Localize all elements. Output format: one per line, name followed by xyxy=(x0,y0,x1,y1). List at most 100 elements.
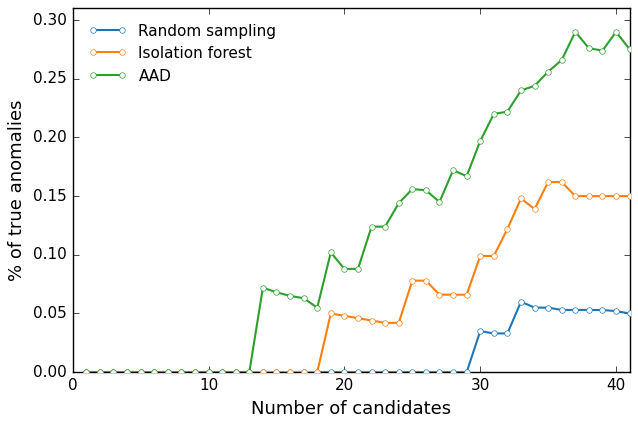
Isolation forest xyxy=(382,320,389,325)
Random sampling xyxy=(272,370,280,375)
Random sampling xyxy=(517,299,525,304)
Line: Random sampling: Random sampling xyxy=(84,299,632,375)
AAD xyxy=(572,29,579,35)
Isolation forest xyxy=(259,370,267,375)
AAD xyxy=(96,370,104,375)
Isolation forest xyxy=(585,193,593,199)
AAD xyxy=(626,47,634,52)
AAD xyxy=(151,370,158,375)
AAD xyxy=(422,188,430,193)
Random sampling xyxy=(503,331,511,336)
Isolation forest xyxy=(191,370,199,375)
Random sampling xyxy=(490,331,498,336)
Isolation forest xyxy=(300,370,308,375)
Line: AAD: AAD xyxy=(84,29,632,375)
Random sampling xyxy=(463,370,470,375)
AAD xyxy=(449,168,457,173)
AAD xyxy=(191,370,199,375)
Random sampling xyxy=(232,370,239,375)
Isolation forest xyxy=(96,370,104,375)
AAD xyxy=(300,296,308,301)
Isolation forest xyxy=(463,292,470,297)
AAD xyxy=(395,201,403,206)
Isolation forest xyxy=(558,179,565,184)
Random sampling xyxy=(123,370,131,375)
Isolation forest xyxy=(422,278,430,283)
Isolation forest xyxy=(110,370,117,375)
AAD xyxy=(164,370,172,375)
AAD xyxy=(177,370,185,375)
Isolation forest xyxy=(272,370,280,375)
Random sampling xyxy=(477,328,484,334)
Isolation forest xyxy=(367,318,375,323)
AAD xyxy=(286,294,294,299)
AAD xyxy=(327,250,335,255)
Random sampling xyxy=(205,370,212,375)
Isolation forest xyxy=(327,311,335,316)
AAD xyxy=(354,266,362,271)
Isolation forest xyxy=(395,320,403,325)
Isolation forest xyxy=(517,196,525,201)
Random sampling xyxy=(82,370,90,375)
Isolation forest xyxy=(544,179,552,184)
Random sampling xyxy=(395,370,403,375)
Isolation forest xyxy=(123,370,131,375)
AAD xyxy=(463,174,470,179)
AAD xyxy=(503,109,511,114)
AAD xyxy=(232,370,239,375)
Random sampling xyxy=(218,370,226,375)
AAD xyxy=(272,290,280,295)
AAD xyxy=(110,370,117,375)
AAD xyxy=(205,370,212,375)
Isolation forest xyxy=(205,370,212,375)
Random sampling xyxy=(354,370,362,375)
Isolation forest xyxy=(82,370,90,375)
Isolation forest xyxy=(164,370,172,375)
AAD xyxy=(436,199,443,204)
AAD xyxy=(558,58,565,63)
AAD xyxy=(218,370,226,375)
Random sampling xyxy=(259,370,267,375)
AAD xyxy=(490,112,498,117)
Random sampling xyxy=(612,308,620,314)
AAD xyxy=(341,266,348,271)
AAD xyxy=(517,88,525,93)
AAD xyxy=(598,48,606,53)
AAD xyxy=(82,370,90,375)
AAD xyxy=(585,46,593,51)
Isolation forest xyxy=(503,227,511,232)
Isolation forest xyxy=(137,370,144,375)
AAD xyxy=(531,83,538,88)
AAD xyxy=(544,69,552,74)
Random sampling xyxy=(246,370,253,375)
Random sampling xyxy=(531,305,538,310)
AAD xyxy=(367,224,375,229)
Isolation forest xyxy=(490,253,498,259)
Random sampling xyxy=(408,370,416,375)
Random sampling xyxy=(96,370,104,375)
Random sampling xyxy=(177,370,185,375)
Isolation forest xyxy=(232,370,239,375)
Isolation forest xyxy=(612,193,620,199)
Legend: Random sampling, Isolation forest, AAD: Random sampling, Isolation forest, AAD xyxy=(80,16,284,92)
Isolation forest xyxy=(354,316,362,321)
Random sampling xyxy=(327,370,335,375)
X-axis label: Number of candidates: Number of candidates xyxy=(251,400,451,417)
Y-axis label: % of true anomalies: % of true anomalies xyxy=(8,100,26,281)
AAD xyxy=(259,285,267,290)
Random sampling xyxy=(137,370,144,375)
Random sampling xyxy=(191,370,199,375)
Isolation forest xyxy=(408,278,416,283)
Isolation forest xyxy=(313,370,321,375)
Isolation forest xyxy=(286,370,294,375)
Line: Isolation forest: Isolation forest xyxy=(84,179,632,375)
Random sampling xyxy=(572,308,579,313)
Random sampling xyxy=(300,370,308,375)
Isolation forest xyxy=(572,193,579,199)
Random sampling xyxy=(164,370,172,375)
Isolation forest xyxy=(177,370,185,375)
Random sampling xyxy=(110,370,117,375)
Random sampling xyxy=(436,370,443,375)
AAD xyxy=(382,224,389,229)
Isolation forest xyxy=(531,207,538,212)
